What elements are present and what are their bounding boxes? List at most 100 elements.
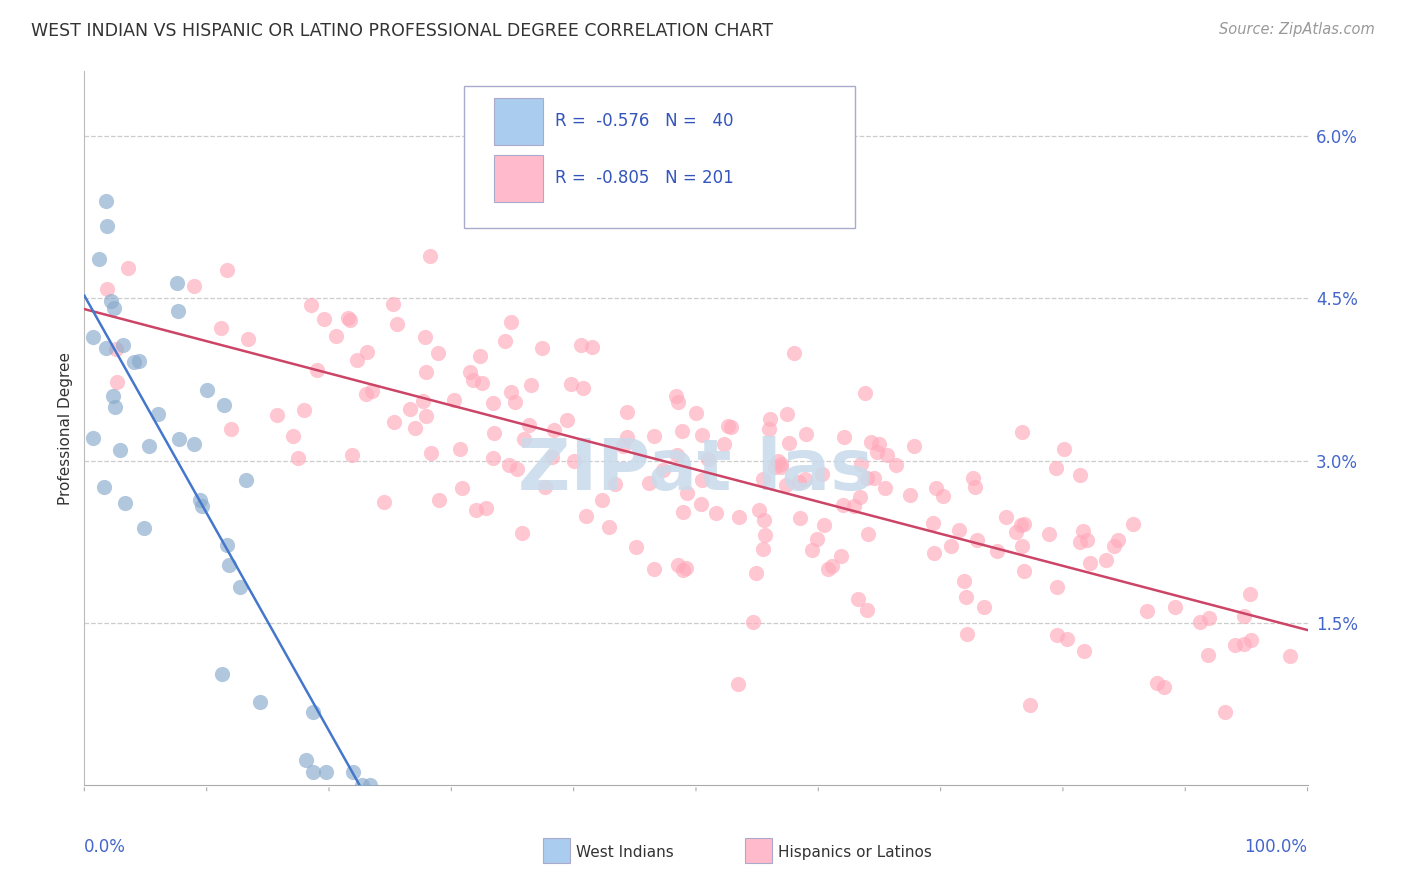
Point bbox=[811, 467, 834, 481]
Point bbox=[481, 396, 503, 410]
Bar bbox=[494, 98, 543, 145]
FancyBboxPatch shape bbox=[464, 86, 855, 228]
Point bbox=[1019, 698, 1042, 713]
Point bbox=[540, 450, 562, 465]
Text: 0.0%: 0.0% bbox=[84, 838, 127, 856]
Point bbox=[1215, 705, 1237, 719]
Point bbox=[690, 473, 713, 487]
Point bbox=[209, 320, 232, 334]
Point bbox=[427, 493, 450, 508]
Point bbox=[671, 424, 693, 438]
Text: R =  -0.805   N = 201: R = -0.805 N = 201 bbox=[555, 169, 734, 187]
Point bbox=[1278, 649, 1301, 664]
Point bbox=[849, 490, 872, 504]
Point bbox=[783, 345, 806, 359]
Point bbox=[96, 282, 118, 296]
Point bbox=[100, 293, 122, 308]
Point bbox=[728, 510, 751, 524]
Point bbox=[342, 764, 364, 779]
Point bbox=[510, 526, 533, 541]
Point bbox=[789, 511, 811, 525]
Point bbox=[94, 341, 117, 355]
Point bbox=[266, 408, 288, 422]
Point bbox=[385, 317, 408, 331]
Point bbox=[770, 459, 793, 474]
Point bbox=[884, 458, 907, 472]
Point bbox=[471, 376, 494, 390]
Point bbox=[813, 517, 835, 532]
Point bbox=[336, 310, 359, 325]
Point bbox=[87, 252, 110, 266]
Point bbox=[484, 425, 506, 440]
Point bbox=[299, 298, 322, 312]
Point bbox=[745, 566, 768, 581]
Point bbox=[966, 533, 988, 548]
Point bbox=[751, 541, 773, 556]
Point bbox=[513, 432, 536, 446]
Point bbox=[301, 765, 323, 780]
Point bbox=[962, 471, 984, 485]
Point bbox=[1046, 628, 1069, 642]
Point bbox=[575, 509, 598, 524]
Point bbox=[413, 330, 436, 344]
Point bbox=[415, 409, 437, 423]
Point bbox=[188, 492, 211, 507]
Point bbox=[1011, 425, 1033, 439]
Point bbox=[96, 219, 118, 233]
Point bbox=[166, 277, 188, 291]
Point bbox=[1136, 604, 1159, 618]
Point bbox=[501, 384, 523, 399]
Point bbox=[1069, 535, 1091, 549]
Point bbox=[856, 603, 879, 617]
Point bbox=[1052, 442, 1074, 457]
Point bbox=[465, 502, 488, 516]
Point bbox=[302, 705, 325, 719]
Point bbox=[183, 437, 205, 451]
Point bbox=[104, 400, 127, 414]
Point bbox=[666, 395, 689, 409]
Point bbox=[412, 394, 434, 409]
Point bbox=[748, 503, 770, 517]
Point bbox=[505, 462, 527, 476]
Point bbox=[1223, 638, 1246, 652]
Point bbox=[1010, 517, 1032, 532]
Point bbox=[122, 354, 145, 368]
Point bbox=[498, 458, 520, 473]
Point bbox=[759, 412, 782, 426]
Point bbox=[93, 480, 115, 494]
Point bbox=[616, 430, 638, 444]
Text: ZIPat las: ZIPat las bbox=[519, 436, 873, 506]
Point bbox=[1240, 633, 1263, 648]
Point bbox=[1073, 643, 1095, 657]
Point bbox=[994, 509, 1017, 524]
Point bbox=[801, 542, 824, 557]
Point bbox=[350, 778, 373, 792]
Point bbox=[315, 764, 337, 779]
Point bbox=[1197, 648, 1219, 663]
Point bbox=[862, 471, 884, 485]
Point bbox=[643, 429, 665, 443]
Point bbox=[778, 435, 800, 450]
Text: WEST INDIAN VS HISPANIC OR LATINO PROFESSIONAL DEGREE CORRELATION CHART: WEST INDIAN VS HISPANIC OR LATINO PROFES… bbox=[31, 22, 773, 40]
Point bbox=[195, 384, 218, 398]
Point bbox=[1046, 580, 1069, 594]
Point bbox=[598, 520, 620, 534]
Text: 100.0%: 100.0% bbox=[1244, 838, 1308, 856]
Point bbox=[1102, 539, 1125, 553]
Point bbox=[1153, 680, 1175, 694]
Point bbox=[1198, 610, 1220, 624]
Point bbox=[754, 528, 776, 542]
Point bbox=[796, 426, 818, 441]
Point bbox=[235, 474, 257, 488]
Point bbox=[1233, 637, 1256, 651]
Point bbox=[494, 334, 516, 348]
Point bbox=[925, 481, 948, 495]
Point bbox=[419, 249, 441, 263]
Point bbox=[1045, 461, 1067, 475]
Point bbox=[463, 373, 485, 387]
Point bbox=[468, 349, 491, 363]
Point bbox=[696, 451, 718, 466]
Point bbox=[666, 558, 689, 573]
Point bbox=[941, 539, 963, 553]
Point bbox=[922, 546, 945, 560]
